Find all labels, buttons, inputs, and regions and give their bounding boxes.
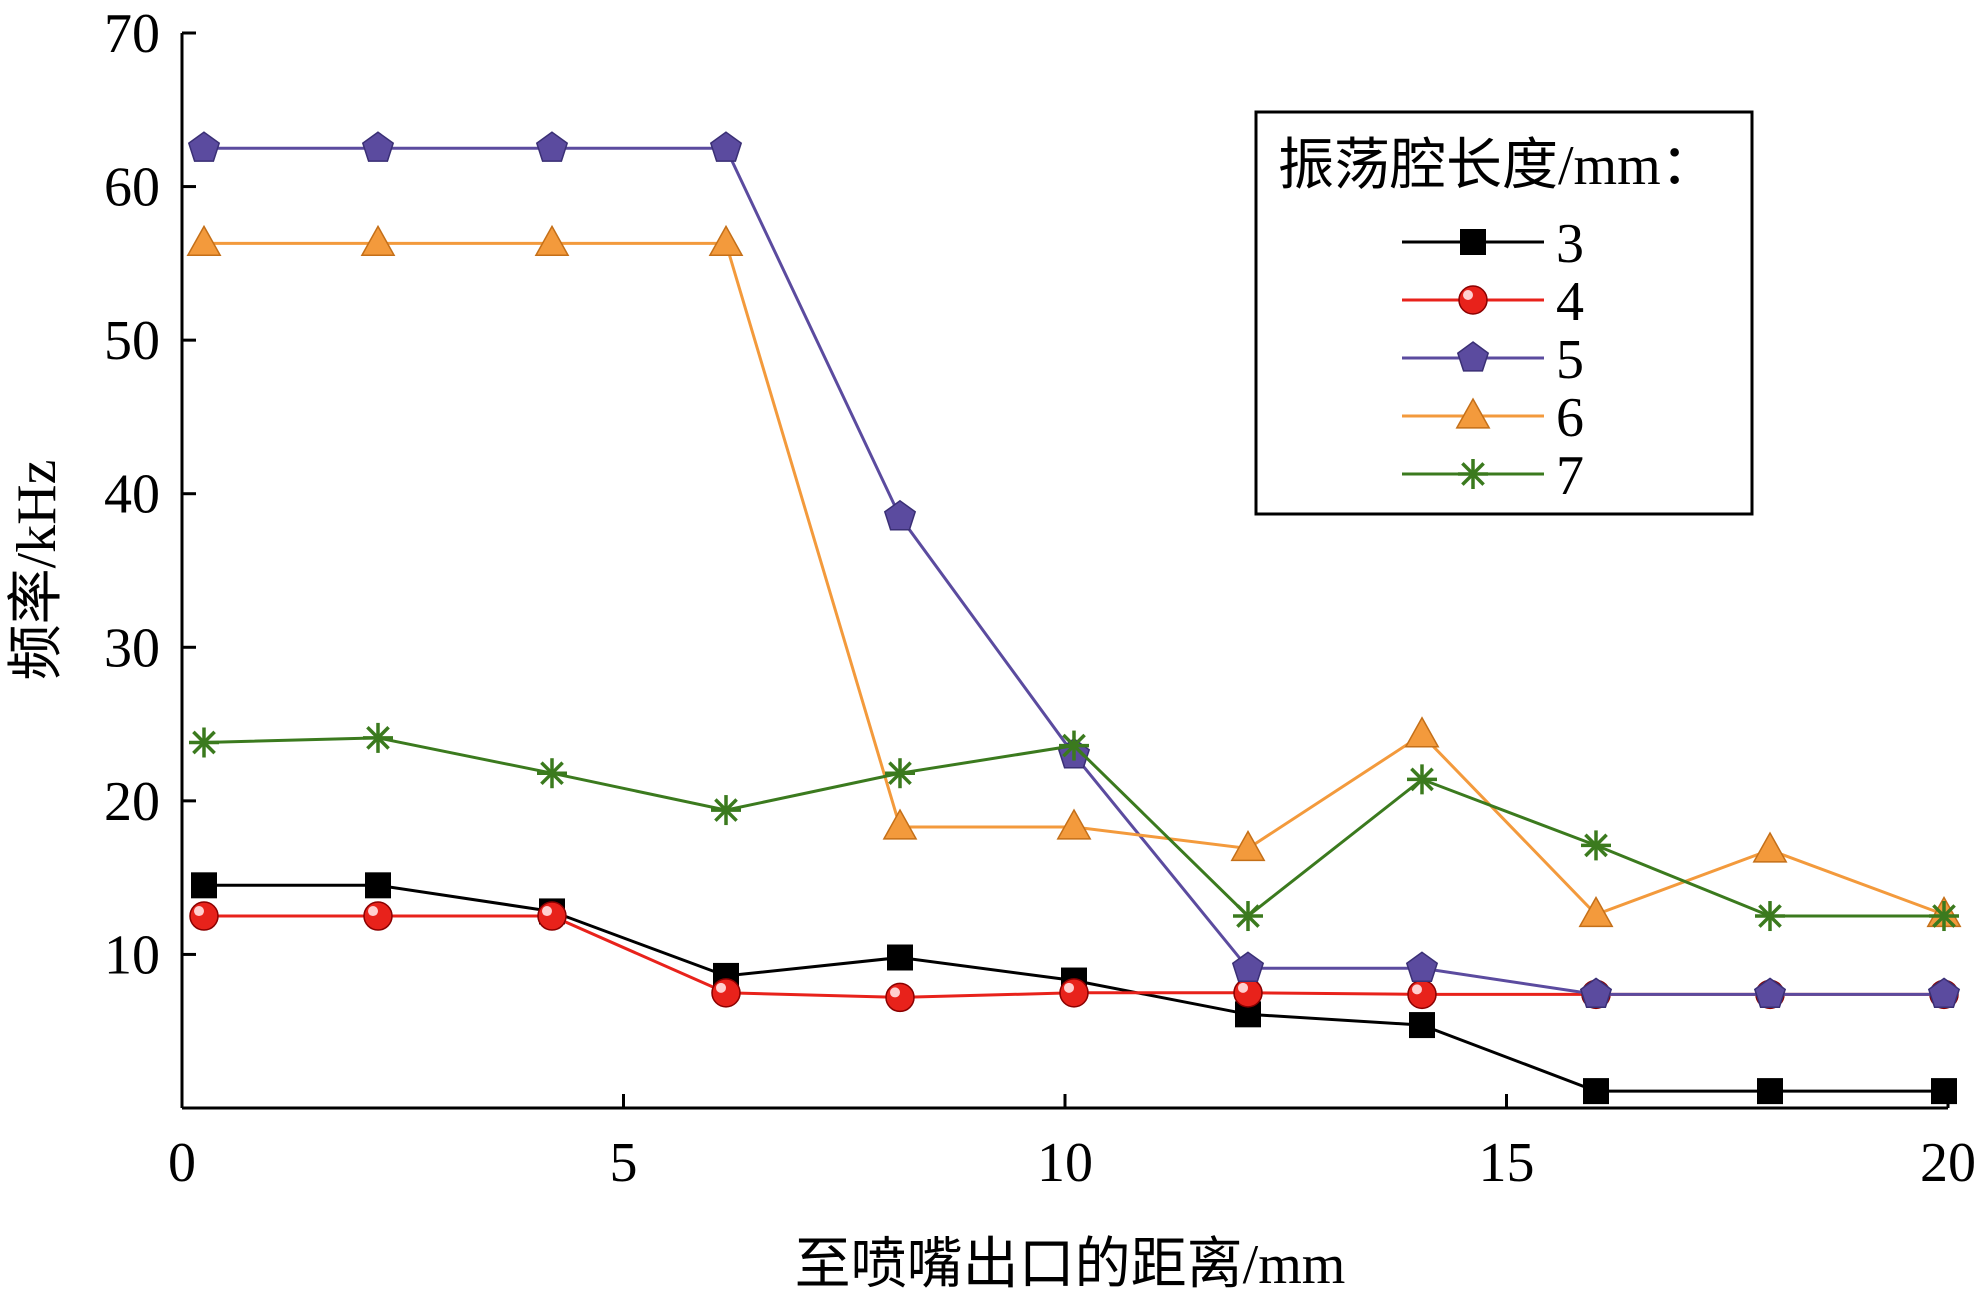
x-tick-label: 5 [610,1132,638,1194]
y-tick-label: 40 [104,464,160,526]
data-point [1230,829,1266,862]
data-point [1407,764,1437,795]
data-point [537,758,567,789]
data-point [186,224,222,257]
y-tick-label: 60 [104,157,160,219]
series-7 [189,722,1959,932]
legend-marker [1458,459,1488,489]
x-ticks: 0 5 10 15 20 [168,1094,1976,1194]
data-point [1931,1078,1957,1105]
data-point [1579,977,1613,1009]
data-point [363,722,393,753]
legend-label: 5 [1556,329,1584,391]
data-point [1233,978,1263,1008]
data-point [537,901,567,931]
data-point [189,727,219,758]
legend-box [1254,110,1754,516]
data-point [1578,895,1614,928]
legend-item: 4 [1402,271,1584,333]
x-tick-label: 20 [1920,1132,1976,1194]
data-point [1581,830,1611,861]
series-group [186,131,1962,1105]
legend-item: 5 [1402,329,1584,391]
data-point [365,872,391,899]
legend-label: 3 [1556,213,1584,275]
data-point [1056,808,1092,840]
data-point [708,224,744,257]
data-point [1231,951,1265,982]
data-point [883,499,917,531]
legend-item: 7 [1402,445,1584,507]
legend-marker [1455,397,1491,429]
legend-marker [1456,341,1490,372]
legend-item: 3 [1402,213,1584,275]
x-tick-label: 0 [168,1132,196,1194]
y-tick-label: 50 [104,310,160,372]
data-point [711,795,741,826]
legend-label: 6 [1556,387,1584,449]
legend-label: 4 [1556,271,1584,333]
y-tick-label: 20 [104,771,160,833]
legend-label: 7 [1556,445,1584,507]
data-point [1404,716,1440,748]
data-point [191,872,217,899]
legend-marker [1460,229,1486,255]
legend-item: 6 [1402,387,1584,449]
series-6 [186,224,1962,928]
data-point [711,978,741,1008]
data-point [885,982,915,1013]
data-point [882,808,918,840]
data-point [1583,1078,1609,1105]
data-point [360,224,396,257]
data-point [1755,901,1785,932]
x-tick-label: 10 [1037,1132,1093,1194]
data-point [1753,977,1787,1009]
x-tick-label: 15 [1479,1132,1535,1194]
data-point [187,131,221,162]
y-tick-label: 70 [104,3,160,65]
data-point [1757,1078,1783,1105]
y-axis-label: 频率/kHz [6,460,68,681]
y-tick-label: 10 [104,924,160,986]
legend-title: 振荡腔长度/mm： [1278,135,1717,197]
data-point [1407,979,1437,1010]
data-point [1405,951,1439,982]
data-point [1233,901,1263,932]
data-point [1927,977,1961,1009]
legend-marker [1458,285,1488,315]
data-point [709,131,743,162]
data-point [887,944,913,971]
data-point [1929,901,1959,932]
data-point [535,131,569,162]
data-point [1059,978,1089,1008]
data-point [361,131,395,162]
data-point [363,901,393,931]
x-axis-label: 至喷嘴出口的距离/mm [795,1234,1346,1296]
data-point [1409,1012,1435,1039]
data-point [1059,730,1089,761]
y-ticks: 10 20 30 40 50 60 70 [104,3,196,986]
y-tick-label: 30 [104,617,160,679]
data-point [189,901,219,931]
data-point [1752,831,1788,863]
data-point [885,758,915,789]
data-point [534,224,570,257]
